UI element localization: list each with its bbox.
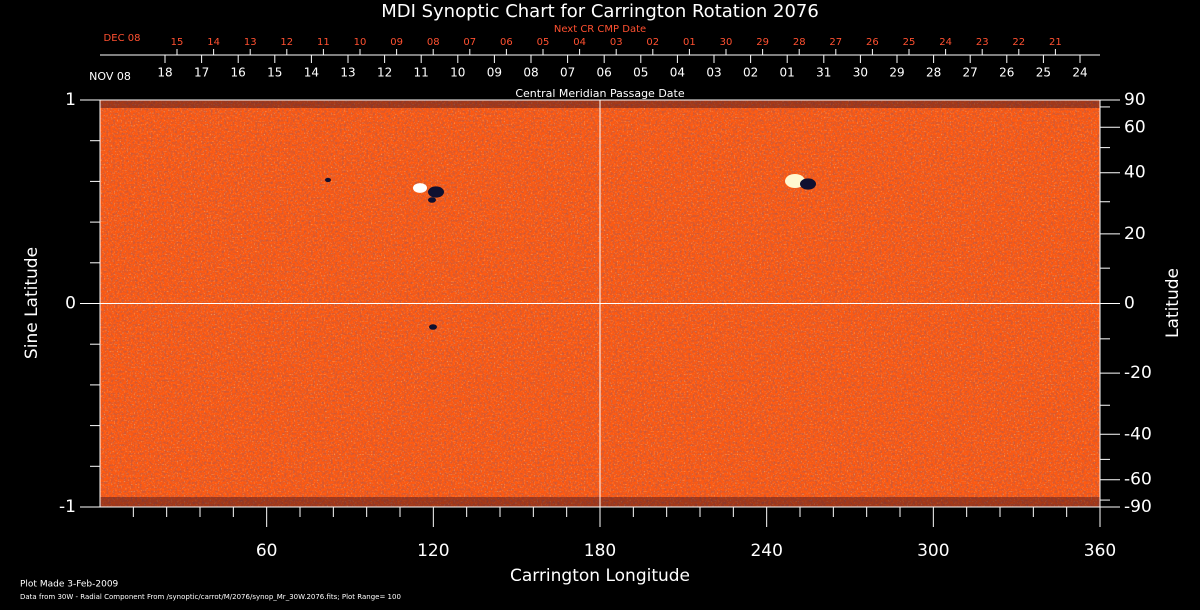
active-region	[428, 197, 436, 203]
second-axis-start: NOV 08	[89, 70, 131, 83]
second-date-label: 24	[1072, 66, 1087, 80]
x-tick-label: 60	[256, 541, 278, 561]
top-date-label: 29	[756, 37, 769, 48]
active-region	[785, 174, 805, 188]
y-axis-label: Sine Latitude	[22, 247, 42, 359]
second-date-label: 18	[157, 66, 172, 80]
top-date-label: 02	[646, 37, 659, 48]
second-date-label: 11	[414, 66, 429, 80]
top-date-label: 24	[939, 37, 952, 48]
footer-date: Plot Made 3-Feb-2009	[20, 580, 119, 590]
x-tick-label: 360	[1084, 541, 1116, 561]
y2-tick-label: -60	[1124, 470, 1152, 490]
top-date-label: 30	[720, 37, 733, 48]
second-axis-title: Central Meridian Passage Date	[515, 87, 684, 100]
y2-tick-label: 60	[1124, 117, 1146, 137]
active-region	[325, 177, 331, 183]
second-date-label: 30	[853, 66, 868, 80]
second-date-label: 28	[926, 66, 941, 80]
top-axis-title: Next CR CMP Date	[554, 24, 646, 35]
y2-tick-label: -20	[1124, 363, 1152, 383]
second-date-label: 08	[523, 66, 538, 80]
top-date-label: 03	[610, 37, 623, 48]
y2-tick-label: 0	[1124, 294, 1135, 314]
second-date-label: 13	[340, 66, 355, 80]
top-date-label: 06	[500, 37, 513, 48]
top-date-label: 07	[463, 37, 476, 48]
top-date-label: 04	[573, 37, 586, 48]
top-date-label: 15	[171, 37, 184, 48]
active-region	[413, 183, 427, 193]
second-date-label: 06	[597, 66, 612, 80]
second-date-label: 25	[1036, 66, 1051, 80]
active-region	[429, 324, 437, 330]
x-tick-label: 120	[417, 541, 449, 561]
second-date-label: 27	[963, 66, 978, 80]
y2-axis-label: Latitude	[1163, 268, 1183, 338]
x-tick-label: 300	[917, 541, 949, 561]
top-date-label: 09	[390, 37, 403, 48]
second-date-label: 02	[743, 66, 758, 80]
x-tick-label: 180	[584, 541, 616, 561]
second-date-label: 31	[816, 66, 831, 80]
y2-tick-label: -40	[1124, 424, 1152, 444]
y-tick-label: -1	[59, 497, 76, 517]
top-date-label: 21	[1049, 37, 1062, 48]
top-date-label: 22	[1012, 37, 1025, 48]
top-date-label: 05	[537, 37, 550, 48]
top-date-label: 11	[317, 37, 330, 48]
y2-tick-label: 20	[1124, 224, 1146, 244]
chart-title: MDI Synoptic Chart for Carrington Rotati…	[381, 1, 819, 22]
second-date-label: 26	[999, 66, 1014, 80]
top-axis-start: DEC 08	[104, 33, 141, 44]
second-date-label: 07	[560, 66, 575, 80]
second-date-label: 09	[487, 66, 502, 80]
active-region	[428, 186, 444, 198]
second-date-label: 10	[450, 66, 465, 80]
x-axis-label: Carrington Longitude	[510, 566, 690, 586]
second-date-label: 15	[267, 66, 282, 80]
top-date-label: 28	[793, 37, 806, 48]
y-tick-label: 0	[65, 294, 76, 314]
top-date-label: 27	[829, 37, 842, 48]
y2-tick-label: -90	[1124, 497, 1152, 517]
x-tick-label: 240	[750, 541, 782, 561]
second-date-label: 16	[231, 66, 246, 80]
top-date-label: 14	[207, 37, 220, 48]
top-date-label: 13	[244, 37, 257, 48]
top-date-label: 10	[354, 37, 367, 48]
top-date-label: 23	[976, 37, 989, 48]
y2-tick-label: 40	[1124, 163, 1146, 183]
second-date-label: 05	[633, 66, 648, 80]
second-date-label: 14	[304, 66, 319, 80]
top-date-label: 26	[866, 37, 879, 48]
top-date-label: 08	[427, 37, 440, 48]
second-date-label: 29	[889, 66, 904, 80]
top-date-label: 25	[903, 37, 916, 48]
top-date-label: 12	[280, 37, 293, 48]
footer-note: Data from 30W - Radial Component From /s…	[20, 593, 401, 601]
second-date-label: 04	[670, 66, 685, 80]
second-date-label: 12	[377, 66, 392, 80]
second-date-label: 01	[780, 66, 795, 80]
second-date-label: 03	[706, 66, 721, 80]
top-date-label: 01	[683, 37, 696, 48]
y-tick-label: 1	[65, 90, 76, 110]
y2-tick-label: 90	[1124, 90, 1146, 110]
second-date-label: 17	[194, 66, 209, 80]
active-region	[800, 178, 816, 190]
